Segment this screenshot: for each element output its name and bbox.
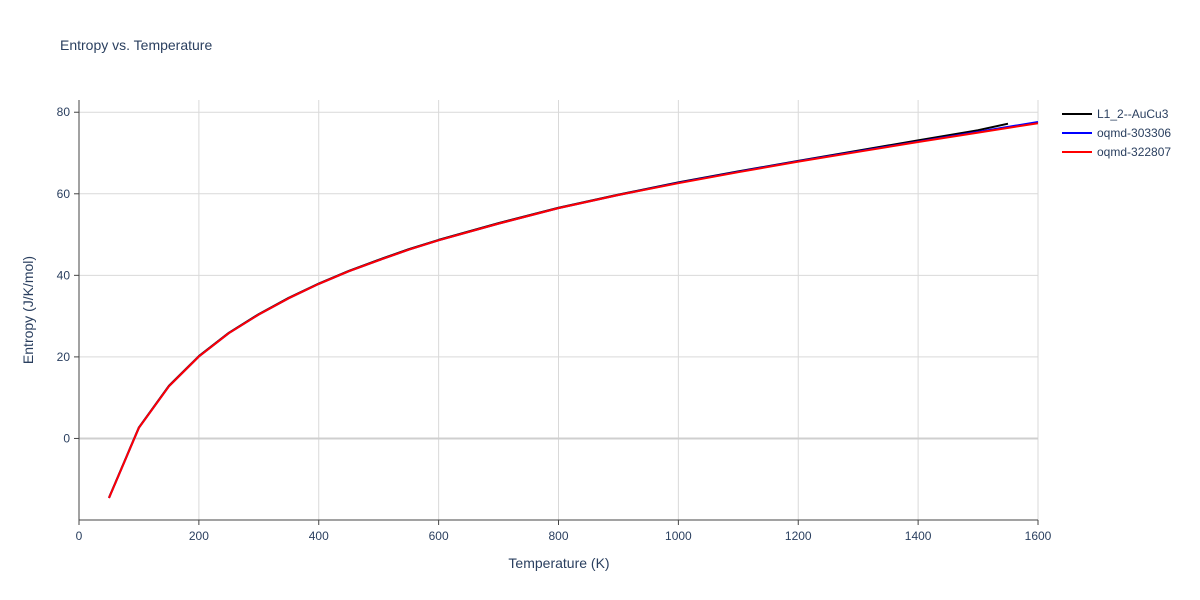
y-tick-label: 60: [57, 187, 71, 201]
chart-title: Entropy vs. Temperature: [60, 37, 212, 53]
x-tick-label: 1000: [665, 529, 692, 543]
x-tick-label: 1400: [905, 529, 932, 543]
legend: L1_2--AuCu3 oqmd-303306 oqmd-322807: [1062, 107, 1171, 159]
legend-label: L1_2--AuCu3: [1097, 107, 1169, 121]
y-tick-label: 20: [57, 350, 71, 364]
axes-layer: 0 200 400 600 800 1000 1200 1400 1600 0 20 40 60 80: [57, 100, 1052, 543]
x-tick-label: 400: [309, 529, 329, 543]
legend-label: oqmd-322807: [1097, 145, 1171, 159]
x-tick-label: 600: [429, 529, 449, 543]
series-layer: [108, 121, 1039, 499]
x-tick-label: 200: [189, 529, 209, 543]
grid-layer: [79, 100, 1039, 520]
x-tick-label: 0: [76, 529, 83, 543]
y-axis-title: Entropy (J/K/mol): [20, 256, 36, 364]
series-line: [108, 122, 1039, 499]
x-tick-label: 800: [548, 529, 568, 543]
y-tick-label: 0: [63, 431, 70, 445]
legend-label: oqmd-303306: [1097, 126, 1171, 140]
y-tick-label: 40: [57, 268, 71, 282]
x-axis-title: Temperature (K): [508, 555, 609, 571]
x-tick-label: 1600: [1025, 529, 1052, 543]
y-tick-label: 80: [57, 105, 71, 119]
x-tick-label: 1200: [785, 529, 812, 543]
